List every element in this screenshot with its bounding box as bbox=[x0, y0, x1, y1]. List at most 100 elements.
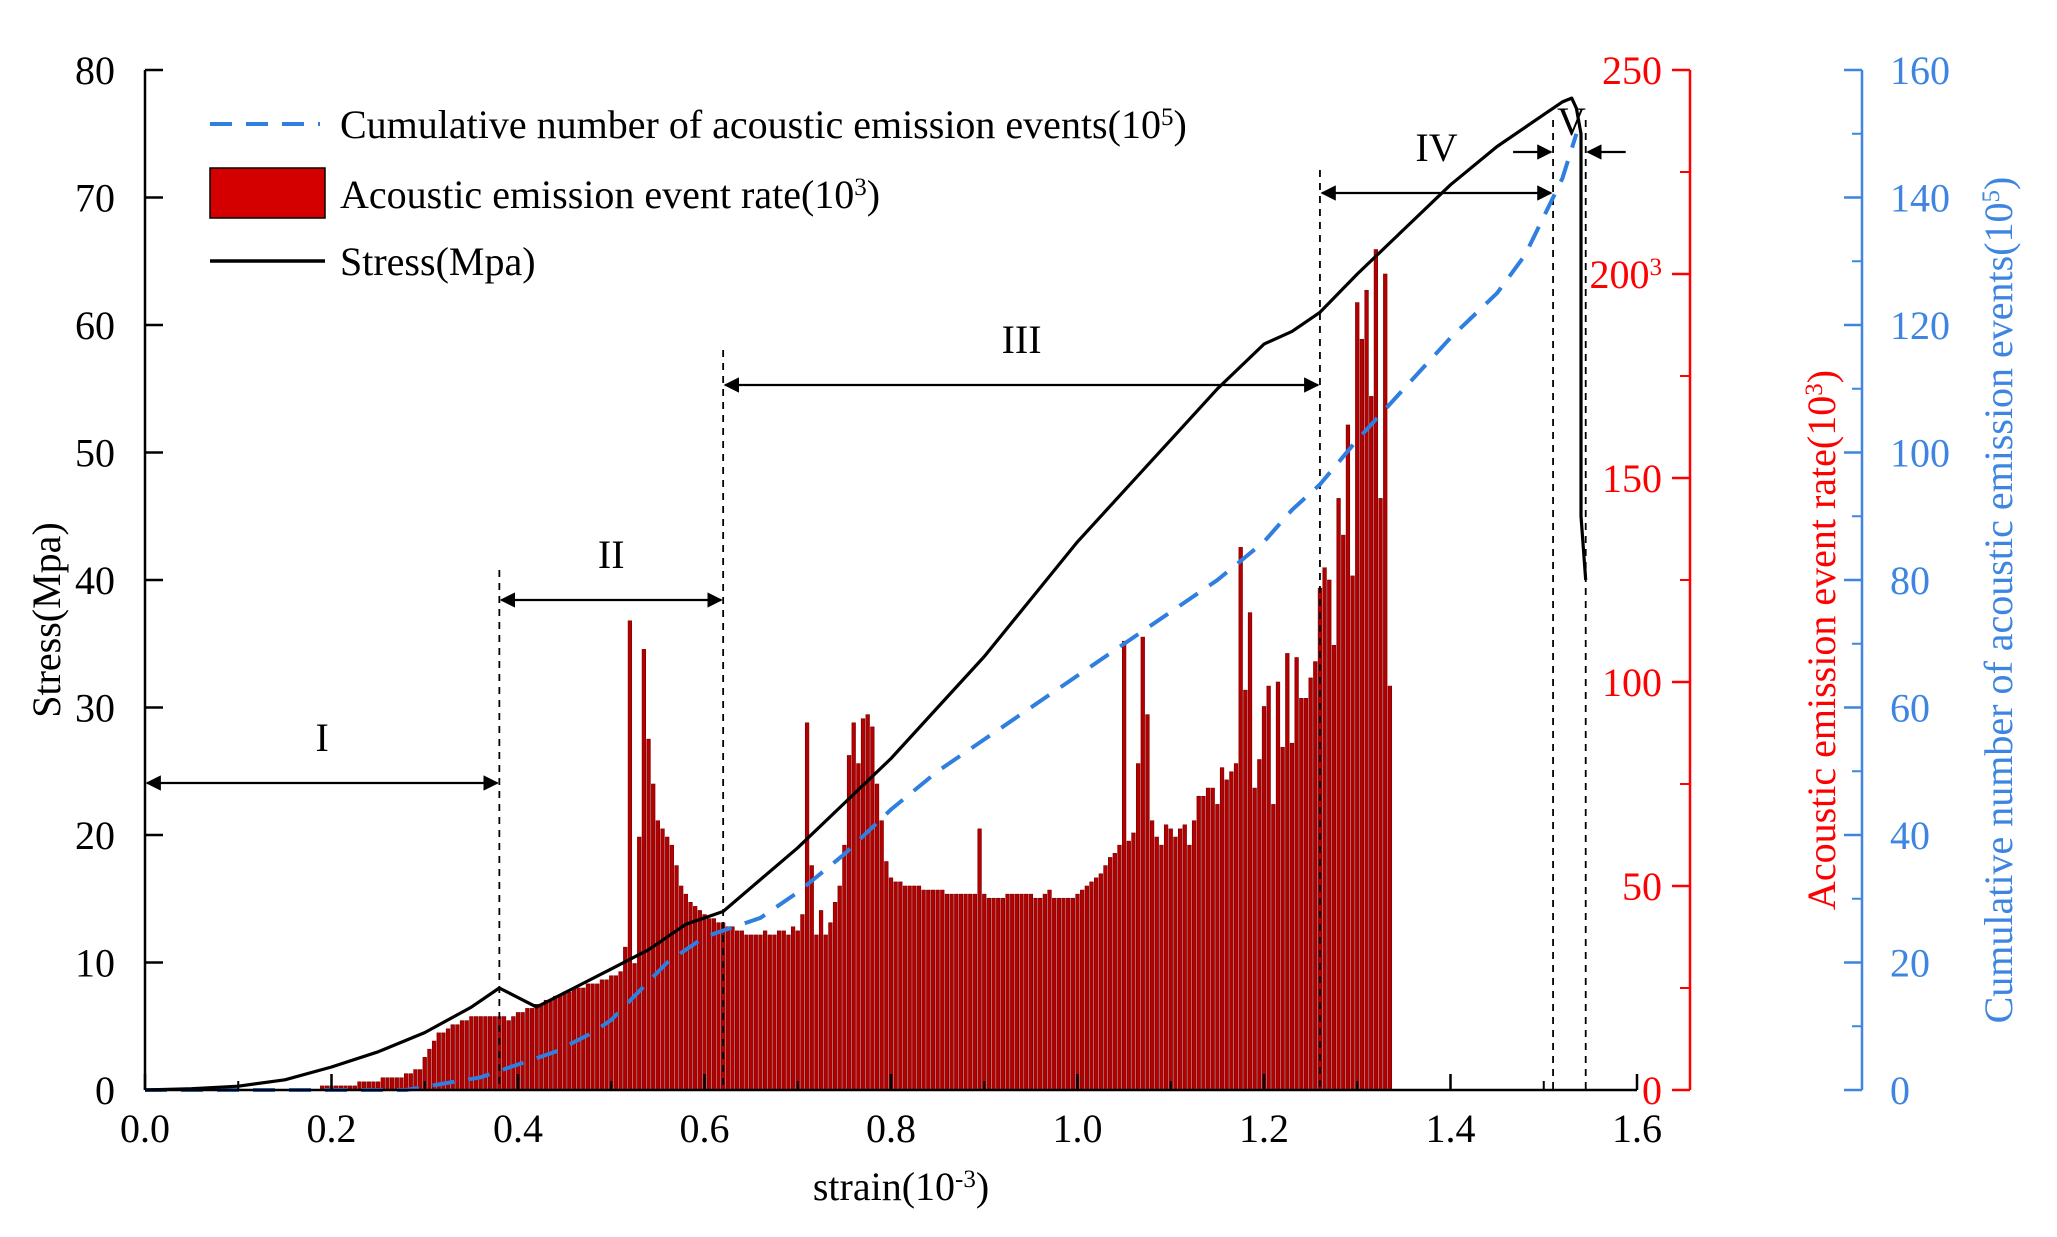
ae-rate-bar bbox=[506, 1020, 511, 1091]
ae-rate-bar bbox=[1019, 893, 1024, 1091]
ae-rate-bar bbox=[1168, 828, 1173, 1091]
ae-rate-bar bbox=[996, 897, 1001, 1091]
ae-rate-bar bbox=[1387, 685, 1393, 1091]
ae-rate-bar bbox=[786, 934, 791, 1091]
ae-rate-bar bbox=[828, 922, 833, 1091]
ae-rate-bar bbox=[767, 934, 772, 1091]
ae-rate-bar bbox=[1238, 547, 1243, 1091]
ae-rate-bar bbox=[1024, 893, 1029, 1091]
ae-rate-bar bbox=[1094, 877, 1099, 1091]
ae-rate-bar bbox=[977, 828, 982, 1091]
ae-rate-bar bbox=[725, 926, 730, 1091]
x-axis-tick-label: 1.2 bbox=[1239, 1106, 1289, 1151]
x-axis-tick-label: 1.4 bbox=[1426, 1106, 1476, 1151]
rate-axis-tick-label: 150 bbox=[1602, 456, 1662, 501]
ae-rate-bar bbox=[800, 914, 805, 1091]
ae-rate-bar bbox=[1275, 681, 1281, 1091]
stage-boundaries bbox=[498, 120, 1587, 1090]
ae-rate-bar bbox=[1042, 893, 1047, 1091]
ae-rate-bar bbox=[511, 1016, 516, 1091]
ae-rate-bar bbox=[483, 1016, 488, 1091]
ae-rate-bar bbox=[534, 1004, 539, 1091]
ae-rate-bar bbox=[972, 893, 978, 1091]
cumulative-axis-tick-label: 100 bbox=[1890, 431, 1950, 476]
ae-rate-bar bbox=[562, 991, 567, 1091]
ae-rate-bar bbox=[944, 893, 950, 1091]
ae-rate-bar bbox=[930, 889, 936, 1091]
ae-rate-bar bbox=[1341, 534, 1346, 1091]
ae-rate-bar bbox=[609, 975, 614, 1091]
cumulative-axis-tick-label: 140 bbox=[1890, 176, 1950, 221]
ae-rate-bar bbox=[888, 877, 894, 1091]
ae-rate-bar bbox=[1313, 661, 1318, 1091]
ae-rate-bar bbox=[1345, 424, 1351, 1091]
ae-rate-bar bbox=[525, 1008, 530, 1091]
ae-rate-bar bbox=[1149, 820, 1155, 1091]
ae-rate-bar bbox=[1061, 897, 1066, 1091]
ae-rate-bar bbox=[1205, 787, 1211, 1091]
ae-rate-bar bbox=[651, 783, 656, 1091]
ae-rate-bar bbox=[623, 946, 628, 1091]
ae-rate-bar bbox=[879, 820, 884, 1091]
ae-rate-bar bbox=[1056, 897, 1061, 1091]
ae-rate-bar bbox=[1280, 746, 1285, 1091]
ae-rate-bar bbox=[599, 979, 605, 1091]
ae-rate-bar bbox=[907, 885, 912, 1091]
ae-rate-bar bbox=[1257, 759, 1262, 1091]
ae-rate-bar bbox=[417, 1069, 423, 1091]
ae-rate-bar bbox=[1266, 685, 1271, 1091]
ae-rate-bar bbox=[1331, 644, 1337, 1091]
ae-rate-bar bbox=[856, 763, 861, 1091]
ae-rate-bar bbox=[1229, 771, 1234, 1091]
ae-rate-bar bbox=[1014, 893, 1020, 1091]
ae-rate-bar bbox=[916, 885, 922, 1091]
ae-rate-bar bbox=[553, 995, 558, 1091]
ae-rate-bar bbox=[739, 930, 744, 1091]
cumulative-events-line bbox=[145, 133, 1579, 1092]
ae-rate-bar bbox=[963, 893, 968, 1091]
rate-axis-tick-label: 250 bbox=[1602, 48, 1662, 93]
x-axis-tick-label: 0.0 bbox=[120, 1106, 170, 1151]
ae-rate-bar bbox=[851, 722, 856, 1091]
ae-rate-bar bbox=[935, 889, 940, 1091]
ae-rate-bar bbox=[898, 881, 903, 1091]
stress-axis-tick-label: 50 bbox=[75, 431, 115, 476]
ae-rate-bar bbox=[1135, 763, 1141, 1091]
stress-axis-tick-label: 70 bbox=[75, 176, 115, 221]
ae-rate-bar bbox=[1289, 742, 1295, 1091]
x-axis-tick-label: 0.6 bbox=[680, 1106, 730, 1151]
ae-rate-bar bbox=[1173, 836, 1178, 1091]
ae-rate-bar bbox=[1359, 338, 1365, 1091]
ae-rate-bar bbox=[842, 844, 847, 1091]
ae-rate-bar bbox=[818, 910, 824, 1091]
ae-rate-bar bbox=[1122, 640, 1127, 1091]
ae-rate-bar bbox=[455, 1024, 460, 1091]
ae-rate-bar bbox=[958, 893, 964, 1091]
ae-rate-bar bbox=[1126, 840, 1131, 1091]
ae-rate-bar bbox=[1112, 853, 1117, 1091]
legend-swatch-rate bbox=[209, 167, 326, 219]
ae-rate-bar bbox=[926, 889, 931, 1091]
ae-rate-bar bbox=[1131, 832, 1136, 1091]
ae-rate-bar bbox=[1336, 498, 1341, 1091]
ae-rate-bar bbox=[1075, 893, 1080, 1091]
stage-label: V bbox=[1557, 99, 1586, 144]
ae-rate-bar bbox=[646, 738, 651, 1091]
ae-rate-bar bbox=[1098, 873, 1103, 1091]
ae-rate-bar bbox=[1219, 767, 1225, 1091]
x-axis-tick-label: 0.4 bbox=[493, 1106, 543, 1151]
ae-rate-bar bbox=[949, 893, 954, 1091]
ae-rate-bar bbox=[1070, 897, 1075, 1091]
ae-rate-bar bbox=[1084, 885, 1089, 1091]
ae-rate-bar bbox=[697, 910, 702, 1091]
stress-axis-tick-label: 80 bbox=[75, 48, 115, 93]
ae-rate-bar bbox=[1159, 844, 1164, 1091]
ae-rate-bar bbox=[1303, 698, 1309, 1091]
ae-rate-bar bbox=[991, 897, 996, 1091]
x-axis-tick-label: 1.6 bbox=[1612, 1106, 1662, 1151]
ae-rate-bar bbox=[1261, 706, 1267, 1091]
ae-rate-bar bbox=[1089, 881, 1094, 1091]
ae-rate-bar bbox=[1308, 677, 1313, 1091]
ae-rate-bar bbox=[1233, 763, 1239, 1091]
cumulative-axis-tick-label: 120 bbox=[1890, 303, 1950, 348]
